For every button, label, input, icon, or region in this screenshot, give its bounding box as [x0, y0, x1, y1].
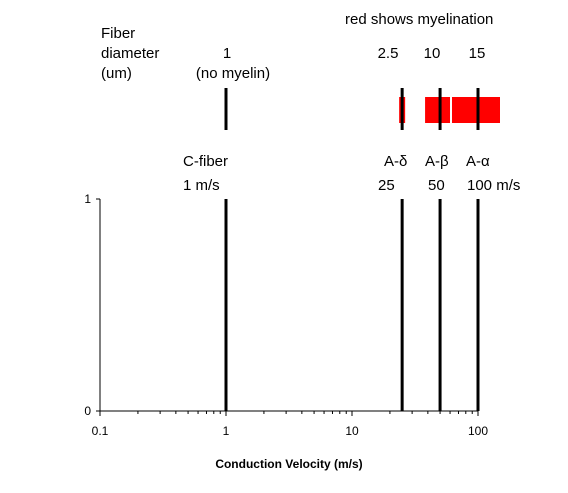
type-label-a-delta: A-δ — [384, 153, 407, 170]
velocity-label-a-delta: 25 — [378, 177, 395, 194]
type-label-c-fiber: C-fiber — [183, 153, 228, 170]
diameter-sublabel-c-fiber: (no myelin) — [196, 65, 270, 82]
type-label-a-beta: A-β — [425, 153, 449, 170]
x-axis-title: Conduction Velocity (m/s) — [215, 457, 362, 471]
diameter-heading-line-1: Fiber — [101, 25, 135, 42]
diameter-heading-line-2: diameter — [101, 45, 159, 62]
x-tick-label: 10 — [345, 424, 359, 438]
myelination-note: red shows myelination — [345, 11, 493, 28]
x-tick-label: 100 — [468, 424, 488, 438]
diameter-label-a-alpha: 15 — [469, 45, 486, 62]
bars — [224, 199, 480, 411]
diameter-label-a-delta: 2.5 — [378, 45, 399, 62]
velocity-label-a-beta: 50 — [428, 177, 445, 194]
diameter-marks — [224, 88, 500, 130]
diameter-label-a-beta: 10 — [424, 45, 441, 62]
y-tick-label: 0 — [84, 404, 91, 418]
axis-ticks — [96, 198, 479, 416]
diameter-label-c-fiber: 1 — [223, 45, 231, 62]
type-label-a-alpha: A-α — [466, 153, 490, 170]
x-tick-label: 1 — [223, 424, 230, 438]
velocity-label-a-alpha: 100 m/s — [467, 177, 520, 194]
tick-labels: 0.1 1 10 100 0 1 — [84, 192, 488, 438]
velocity-label-c-fiber: 1 m/s — [183, 177, 220, 194]
x-tick-label: 0.1 — [92, 424, 109, 438]
diameter-heading-line-3: (um) — [101, 65, 132, 82]
y-tick-label: 1 — [84, 192, 91, 206]
